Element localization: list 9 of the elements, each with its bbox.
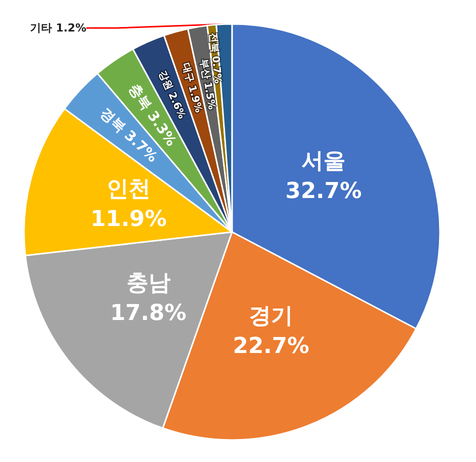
slice-label: 서울 (302, 149, 346, 174)
data-label: 11.9% (90, 206, 167, 232)
data-label: 22.7% (232, 334, 310, 360)
data-label: 32.7% (285, 179, 362, 204)
data-label: 17.8% (110, 301, 186, 326)
slice-label: 충남 (126, 271, 170, 296)
slice-label: 기타 1.2% (30, 22, 86, 34)
slice-label: 인천 (106, 176, 151, 202)
slice-label: 경기 (249, 304, 294, 330)
